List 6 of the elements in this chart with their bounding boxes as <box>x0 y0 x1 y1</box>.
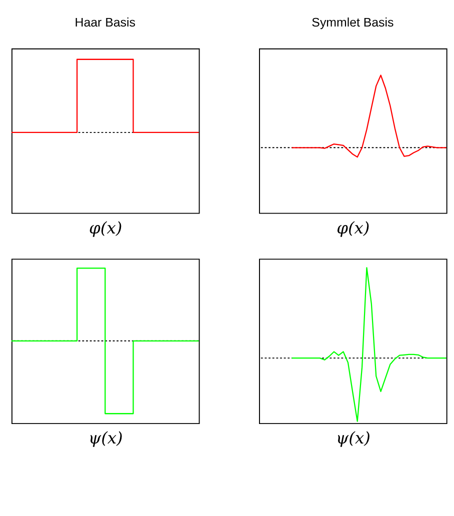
chart-title: Symmlet Basis <box>312 15 394 30</box>
x-axis-title: φ(x) <box>89 218 122 238</box>
x-axis-title: ψ(x) <box>88 428 123 448</box>
chart-title: Haar Basis <box>74 15 136 30</box>
x-axis-title: ψ(x) <box>336 428 370 448</box>
x-axis-title: φ(x) <box>336 218 370 238</box>
